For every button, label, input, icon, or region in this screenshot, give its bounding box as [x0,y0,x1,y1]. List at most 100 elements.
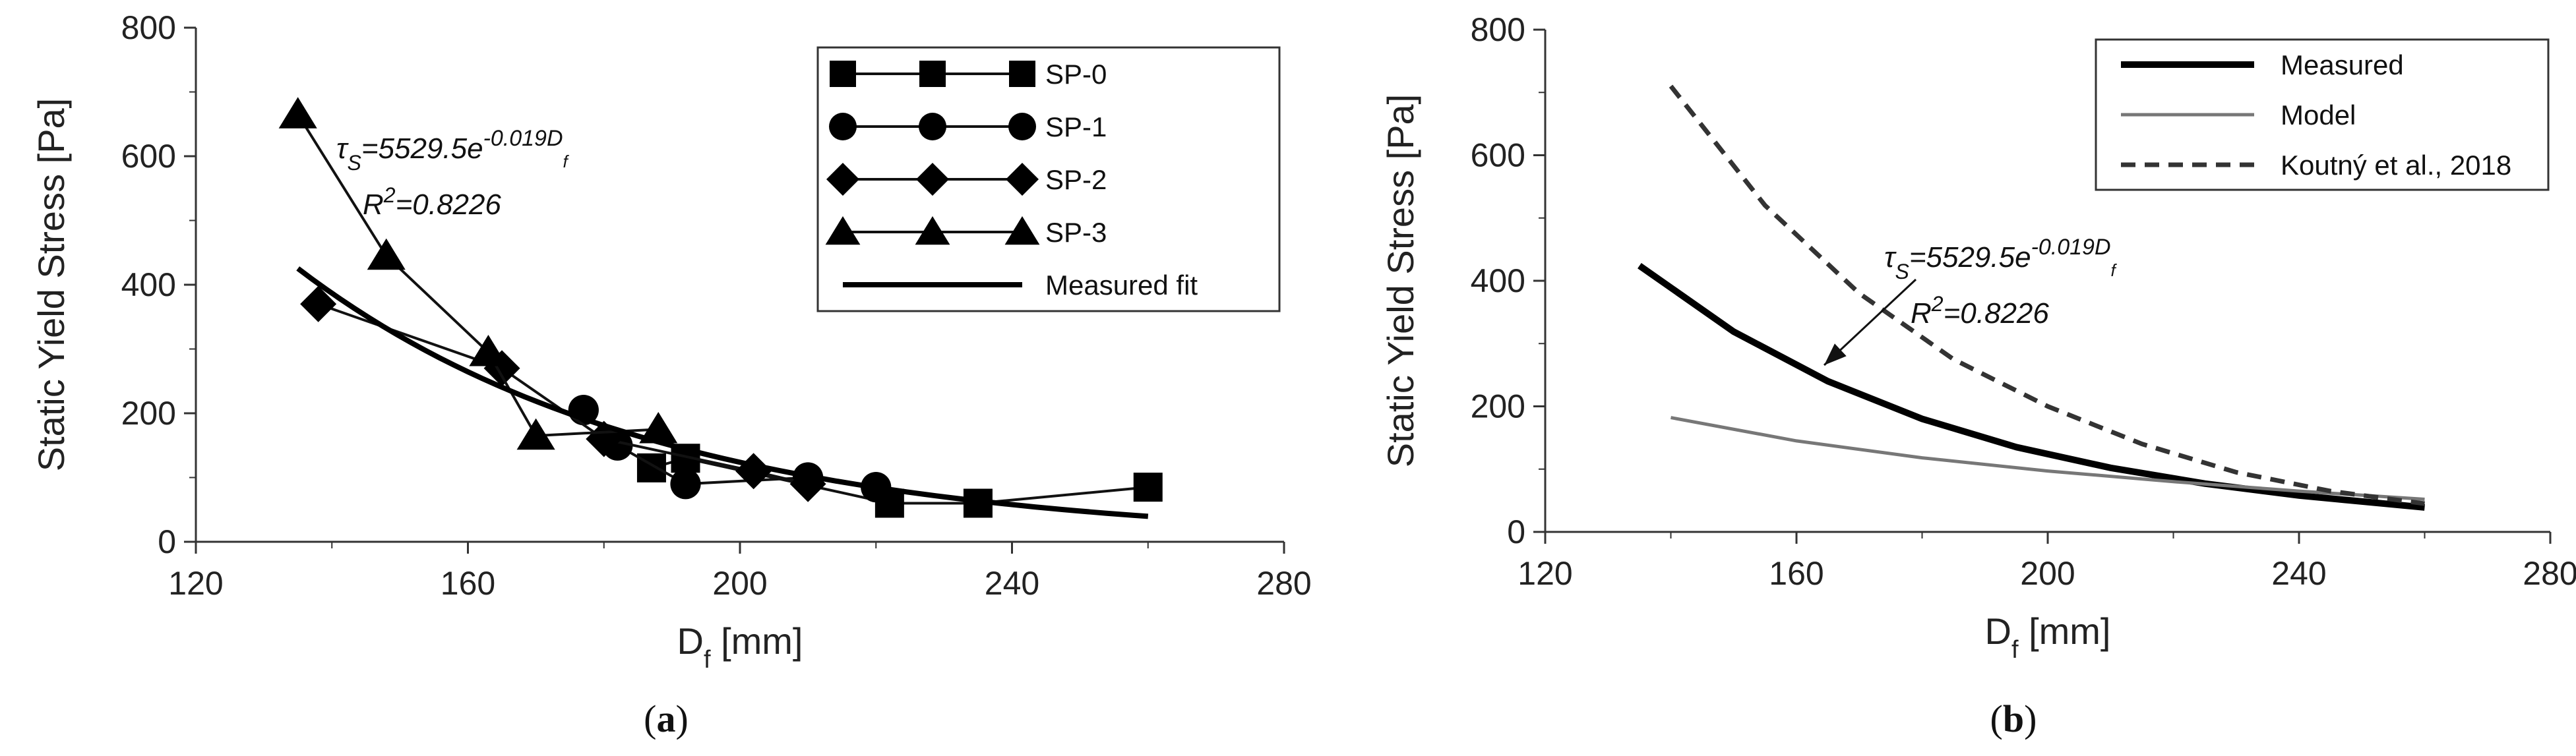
x-tick-label: 280 [1256,565,1311,602]
equation-subscript: S [347,151,361,175]
x-tick-label: 160 [1769,555,1824,592]
r-squared-exponent: 2 [383,183,396,207]
x-tick-label: 280 [2523,555,2576,592]
equation-subscript: S [1895,260,1909,283]
legend-marker [1006,163,1039,196]
chart-panel-b: 0 200 400 600 800 120 160 200 240 280 Static Yield… [1380,11,2576,740]
legend: Measured Model Koutný et al., 2018 [2095,38,2550,191]
fit-equation: τS=5529.5e-0.019Df [336,126,570,175]
data-point [1133,473,1163,502]
equation-exponent: -0.019D [2031,235,2111,260]
equation-exponent-subscript: f [563,152,570,171]
x-axis-label-symbol: D [1985,610,2011,652]
x-tick-label: 240 [2271,555,2326,592]
series-model [1671,416,2425,501]
equation-symbol: τ [1884,241,1897,274]
r-squared-symbol: R [363,189,384,221]
panel-label-letter: a [657,697,676,740]
legend-entry: SP-3 [1045,217,1107,248]
panel-label: (a) [644,697,689,740]
series-measured [1638,263,2425,511]
series-measured-fit [296,266,1149,519]
r-squared-symbol: R [1911,297,1932,330]
y-axis-label: Static Yield Stress [Pa] [30,98,72,471]
x-axis-label-symbol: D [677,620,704,662]
legend-entry: Koutný et al., 2018 [2281,150,2511,181]
fit-equation: τS=5529.5e-0.019Df [1884,235,2118,283]
x-tick-label: 160 [441,565,495,602]
r-squared-value: =0.8226 [1944,297,2050,330]
series-line [1671,416,2425,501]
y-tick-label: 600 [121,138,176,175]
data-point [516,418,555,450]
equation-exponent-subscript: f [2111,260,2118,280]
x-axis-label: Df [mm] [1985,610,2111,664]
y-tick-label: 400 [121,266,176,303]
equation-exponent: -0.019D [483,126,563,151]
series-line [1669,84,2425,506]
legend-marker [829,113,857,140]
data-point [278,97,317,129]
legend-entry: SP-1 [1045,111,1107,142]
x-tick-label: 200 [2020,555,2075,592]
y-tick-label: 200 [1471,388,1525,425]
fit-curve [296,266,1149,519]
chart-panel-a: 0 200 400 600 800 120 160 200 240 280 Static Yield… [30,9,1312,740]
legend: SP-0 SP-1 SP-2 SP-3 Measured fit [816,46,1281,312]
legend-marker [1008,113,1036,140]
legend-marker [826,163,859,196]
y-tick-label: 600 [1471,137,1525,174]
panel-label-close: ) [676,697,689,740]
series-koutn-et-al-2018 [1669,84,2425,506]
legend-entry: SP-2 [1045,164,1107,195]
y-tick-label: 200 [121,395,176,432]
r-squared-exponent: 2 [1931,292,1944,316]
legend-marker [915,216,950,245]
r-squared: R2=0.8226 [363,183,501,221]
data-point [639,411,678,444]
x-axis-label-unit: [mm] [711,620,803,662]
x-tick-label: 200 [712,565,767,602]
series-sp-1 [568,395,892,503]
panel-label-open: ( [644,697,656,740]
x-tick-label: 120 [1518,555,1572,592]
annotation-arrowhead [1824,343,1847,365]
legend-marker [919,113,946,140]
x-axis-label-unit: [mm] [2019,610,2111,652]
y-tick-label: 0 [158,523,176,560]
y-tick-label: 400 [1471,262,1525,299]
legend-entry: SP-0 [1045,59,1107,90]
x-axis-label-subscript: f [704,646,711,674]
x-tick-label: 240 [985,565,1039,602]
series-sp-0 [636,444,1163,518]
y-tick-label: 800 [121,9,176,46]
data-point [670,469,701,500]
series-line [1638,263,2425,511]
legend-marker [830,61,856,87]
equation-symbol: τ [336,132,349,165]
legend-entry: Measured [2281,49,2404,80]
legend-marker [916,163,949,196]
legend-marker [825,216,861,245]
y-tick-label: 800 [1471,11,1525,48]
y-axis-label: Static Yield Stress [Pa] [1380,94,1421,467]
series-sp-2 [300,285,826,502]
data-point [469,334,508,366]
x-axis-label: Df [mm] [677,620,803,674]
series-sp-3 [278,97,678,450]
panel-label-close: ) [2024,697,2037,740]
equation-body: =5529.5e [1909,241,2031,274]
x-tick-label: 120 [168,565,223,602]
panel-label-letter: b [2003,697,2024,740]
legend-entry: Model [2281,100,2356,131]
y-tick-label: 0 [1507,513,1525,550]
legend-entry: Measured fit [1045,270,1198,301]
data-point [300,285,337,322]
x-axis-label-subscript: f [2011,636,2019,664]
data-point [367,238,406,270]
legend-marker [919,61,946,87]
panel-label-open: ( [1990,697,2003,740]
data-point [735,453,772,490]
legend-marker [1009,61,1035,87]
